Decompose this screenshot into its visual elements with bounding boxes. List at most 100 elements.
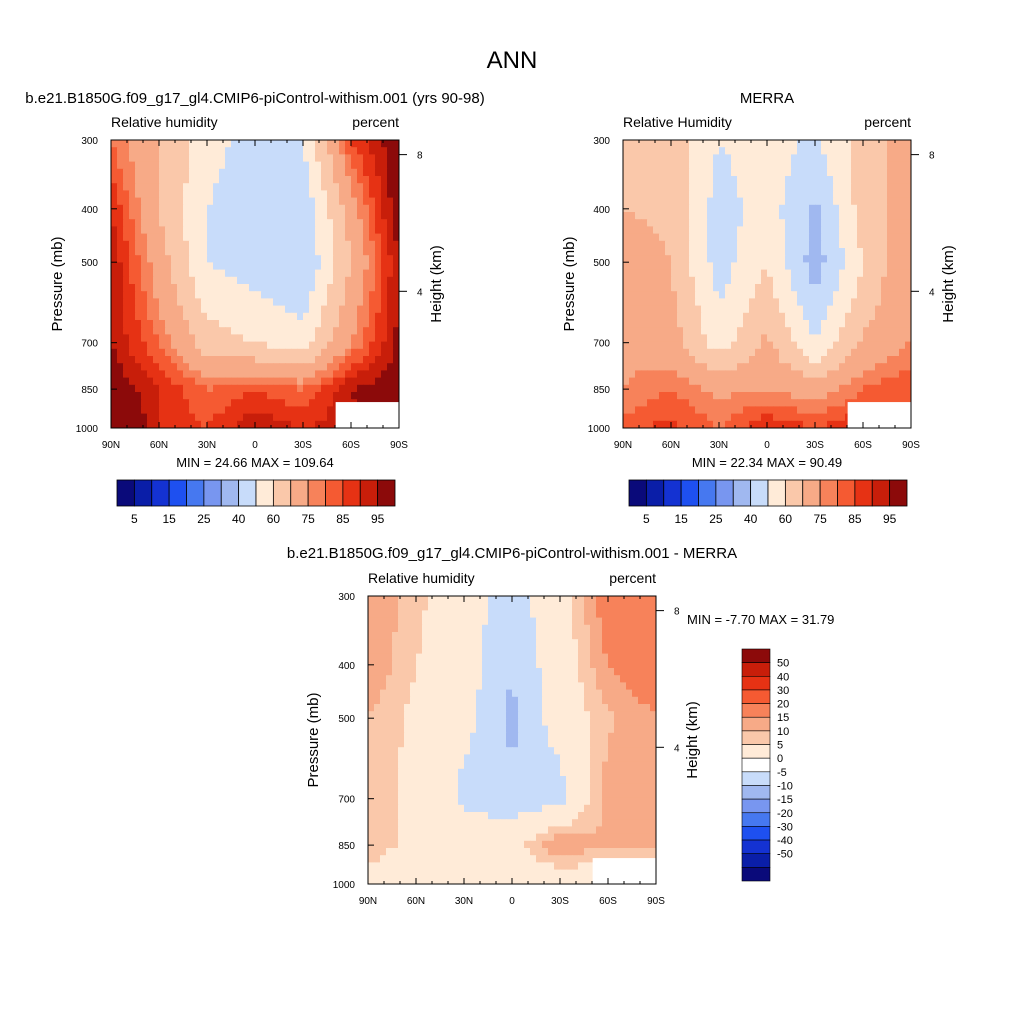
heatmap-cell	[893, 262, 900, 271]
heatmap-cell	[779, 406, 786, 415]
heatmap-cell	[761, 161, 768, 170]
heatmap-cell	[219, 204, 226, 213]
heatmap-cell	[171, 226, 178, 235]
heatmap-cell	[635, 320, 642, 328]
heatmap-cell	[297, 370, 304, 379]
heatmap-cell	[201, 399, 208, 407]
heatmap-cell	[827, 420, 834, 428]
heatmap-cell	[111, 291, 118, 299]
heatmap-cell	[225, 320, 232, 328]
heatmap-cell	[833, 226, 840, 235]
heatmap-cell	[869, 197, 876, 206]
heatmap-cell	[863, 284, 870, 292]
heatmap-cell	[560, 653, 567, 662]
heatmap-cell	[689, 377, 696, 386]
heatmap-cell	[743, 269, 750, 278]
heatmap-cell	[392, 696, 399, 705]
heatmap-cell	[560, 718, 567, 727]
heatmap-cell	[440, 603, 447, 611]
heatmap-cell	[755, 204, 762, 213]
heatmap-cell	[839, 413, 846, 422]
heatmap-cell	[189, 233, 196, 242]
heatmap-cell	[177, 413, 184, 422]
heatmap-cell	[392, 725, 399, 734]
heatmap-cell	[189, 284, 196, 292]
heatmap-cell	[458, 596, 465, 604]
heatmap-cell	[839, 384, 846, 393]
heatmap-cell	[291, 197, 298, 206]
heatmap-cell	[189, 161, 196, 170]
heatmap-cell	[647, 240, 654, 249]
y2-tick-label: 4	[929, 287, 935, 298]
heatmap-cell	[635, 168, 642, 177]
heatmap-cell	[243, 197, 250, 206]
heatmap-cell	[749, 392, 756, 400]
heatmap-cell	[623, 284, 630, 292]
heatmap-cell	[255, 406, 262, 415]
heatmap-cell	[201, 262, 208, 271]
heatmap-cell	[815, 226, 822, 235]
heatmap-cell	[572, 689, 579, 698]
heatmap-cell	[303, 370, 310, 379]
heatmap-cell	[213, 197, 220, 206]
heatmap-cell	[863, 233, 870, 242]
heatmap-cell	[602, 624, 609, 633]
heatmap-cell	[428, 660, 435, 669]
heatmap-cell	[297, 327, 304, 335]
heatmap-cell	[165, 204, 172, 213]
heatmap-cell	[689, 226, 696, 235]
heatmap-cell	[689, 197, 696, 206]
heatmap-cell	[869, 377, 876, 386]
heatmap-cell	[368, 617, 375, 626]
heatmap-cell	[279, 154, 286, 163]
heatmap-cell	[351, 190, 358, 199]
heatmap-cell	[506, 639, 513, 647]
heatmap-cell	[213, 262, 220, 271]
heatmap-cell	[761, 154, 768, 163]
heatmap-cell	[249, 269, 256, 278]
heatmap-cell	[689, 248, 696, 256]
heatmap-cell	[393, 298, 399, 307]
heatmap-cell	[165, 233, 172, 242]
heatmap-cell	[803, 219, 810, 227]
heatmap-cell	[809, 320, 816, 328]
heatmap-cell	[713, 327, 720, 335]
heatmap-cell	[488, 646, 495, 655]
heatmap-cell	[380, 624, 387, 633]
heatmap-cell	[183, 154, 190, 163]
heatmap-cell	[339, 392, 346, 400]
heatmap-cell	[629, 334, 636, 343]
heatmap-cell	[135, 233, 142, 242]
heatmap-cell	[875, 154, 882, 163]
heatmap-cell	[285, 197, 292, 206]
heatmap-cell	[333, 176, 340, 184]
heatmap-cell	[476, 682, 483, 691]
heatmap-cell	[761, 147, 768, 155]
heatmap-cell	[785, 320, 792, 328]
heatmap-cell	[237, 320, 244, 328]
heatmap-cell	[183, 399, 190, 407]
heatmap-cell	[177, 406, 184, 415]
heatmap-cell	[815, 384, 822, 393]
heatmap-cell	[725, 226, 732, 235]
heatmap-cell	[111, 320, 118, 328]
heatmap-cell	[620, 624, 627, 633]
heatmap-cell	[375, 269, 382, 278]
heatmap-cell	[809, 327, 816, 335]
heatmap-cell	[363, 392, 370, 400]
heatmap-cell	[596, 696, 603, 705]
heatmap-cell	[743, 140, 750, 148]
heatmap-cell	[683, 312, 690, 321]
heatmap-cell	[237, 356, 244, 364]
heatmap-cell	[647, 420, 654, 428]
heatmap-cell	[470, 696, 477, 705]
heatmap-cell	[333, 154, 340, 163]
heatmap-cell	[267, 298, 274, 307]
heatmap-cell	[243, 204, 250, 213]
heatmap-cell	[803, 334, 810, 343]
heatmap-cell	[327, 269, 334, 278]
heatmap-cell	[333, 190, 340, 199]
heatmap-cell	[875, 176, 882, 184]
heatmap-cell	[761, 212, 768, 220]
heatmap-cell	[629, 399, 636, 407]
